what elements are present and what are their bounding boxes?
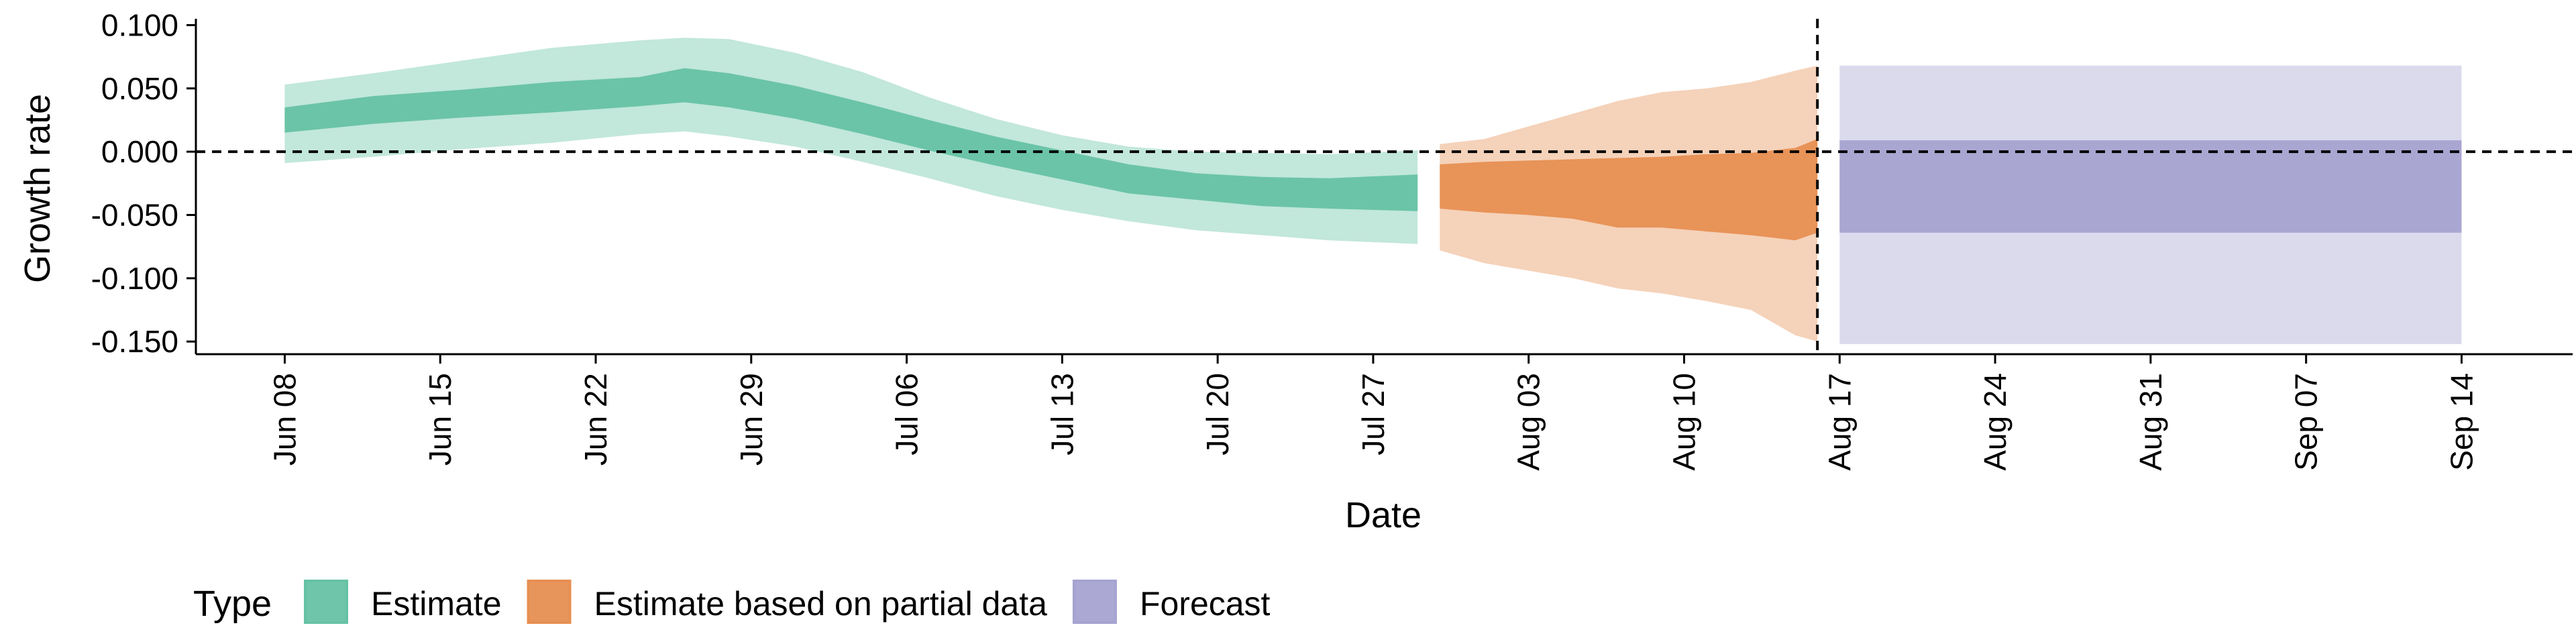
x-ticks: Jun 08 Jun 15 Jun 22 Jun 29 Jul 06 Jul 13 Jul … — [267, 354, 2479, 471]
x-tick-label: Jun 15 — [423, 373, 458, 466]
y-tick-label: -0.050 — [91, 197, 178, 232]
band-90-estimate — [284, 38, 1418, 244]
legend-label: Estimate based on partial data — [594, 585, 1048, 623]
x-axis-label: Date — [1345, 495, 1421, 535]
band-50-estimate-based-on-partial-data — [1440, 139, 1818, 241]
x-tick-label: Aug 31 — [2133, 373, 2168, 471]
legend: Type Estimate Estimate based on partial d… — [193, 580, 1271, 624]
x-tick-label: Aug 24 — [1978, 373, 2012, 471]
legend-label: Forecast — [1140, 585, 1271, 623]
y-axis-label: Growth rate — [17, 94, 58, 283]
legend-swatch — [527, 580, 572, 624]
x-tick-label: Aug 17 — [1822, 373, 1857, 471]
y-ticks: 0.100 0.050 0.000 -0.050 -0.100 -0.150 — [91, 7, 196, 359]
x-tick-label: Sep 14 — [2444, 373, 2479, 471]
y-tick-label: 0.100 — [101, 7, 178, 42]
legend-swatch — [1072, 580, 1117, 624]
y-tick-label: -0.100 — [91, 261, 178, 296]
x-tick-label: Aug 03 — [1511, 373, 1546, 471]
y-tick-label: -0.150 — [91, 324, 178, 359]
y-tick-label: 0.000 — [101, 134, 178, 169]
x-tick-label: Sep 07 — [2289, 373, 2324, 471]
x-tick-label: Jun 22 — [578, 373, 613, 466]
reference-lines — [196, 19, 2573, 354]
x-tick-label: Jun 08 — [267, 373, 302, 466]
legend-swatch — [304, 580, 348, 624]
x-tick-label: Jul 13 — [1044, 373, 1079, 455]
band-50-forecast — [1839, 140, 2462, 233]
legend-label: Estimate — [371, 585, 502, 623]
x-tick-label: Jul 27 — [1356, 373, 1391, 455]
x-tick-label: Aug 10 — [1667, 373, 1702, 471]
chart-axes — [195, 19, 2573, 356]
x-tick-label: Jul 06 — [890, 373, 924, 455]
y-tick-label: 0.050 — [101, 71, 178, 106]
legend-title: Type — [193, 584, 272, 624]
chart-bands — [284, 38, 2462, 344]
band-50-estimate — [284, 68, 1418, 211]
x-tick-label: Jun 29 — [734, 373, 769, 466]
x-tick-label: Jul 20 — [1200, 373, 1235, 455]
